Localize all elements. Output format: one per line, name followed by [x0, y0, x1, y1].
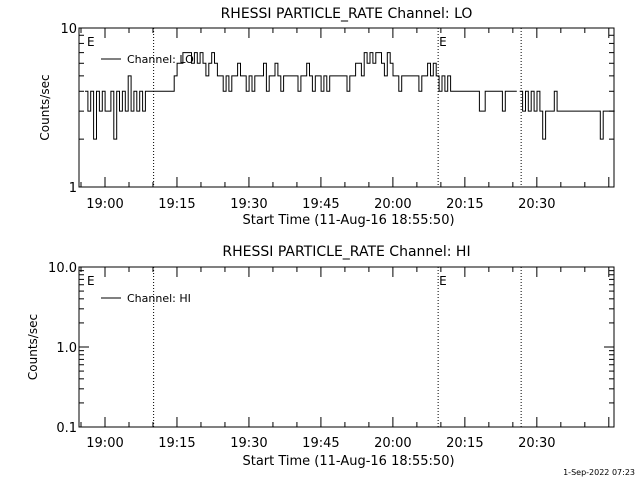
- y-tick-label: 1: [69, 181, 77, 196]
- x-tick-label: 19:00: [86, 436, 123, 451]
- event-marker-label: E: [87, 274, 95, 288]
- y-tick-label: 1.0: [56, 341, 77, 356]
- chart-title: RHESSI PARTICLE_RATE Channel: HI: [222, 244, 470, 260]
- series-line: [519, 90, 615, 140]
- x-tick-label: 20:30: [518, 436, 555, 451]
- event-marker-label: E: [439, 35, 447, 49]
- x-tick-label: 20:15: [446, 197, 483, 212]
- series-line: [85, 52, 517, 140]
- x-tick-label: 19:45: [302, 436, 339, 451]
- legend-label: Channel: LO: [127, 53, 194, 66]
- x-tick-label: 20:00: [374, 436, 411, 451]
- x-tick-label: 19:15: [158, 436, 195, 451]
- y-axis-label: Counts/sec: [26, 314, 40, 380]
- event-marker-label: E: [87, 35, 95, 49]
- plot-frame: [78, 27, 615, 188]
- event-marker-label: E: [439, 274, 447, 288]
- x-tick-label: 19:15: [158, 197, 195, 212]
- plot-frame: [78, 266, 615, 428]
- x-tick-label: 20:15: [446, 436, 483, 451]
- y-tick-label: 0.1: [56, 421, 77, 436]
- footer-timestamp: 1-Sep-2022 07:23: [563, 468, 635, 477]
- x-tick-label: 20:00: [374, 197, 411, 212]
- x-tick-label: 19:30: [230, 197, 267, 212]
- y-tick-label: 10: [60, 22, 77, 37]
- x-axis-label: Start Time (11-Aug-16 18:55:50): [242, 213, 454, 228]
- chart-panel-lo: RHESSI PARTICLE_RATE Channel: LO Start Ti…: [38, 6, 615, 228]
- x-tick-label: 19:00: [86, 197, 123, 212]
- x-axis-label: Start Time (11-Aug-16 18:55:50): [242, 454, 454, 469]
- chart-title: RHESSI PARTICLE_RATE Channel: LO: [221, 6, 473, 22]
- y-axis-label: Counts/sec: [38, 74, 52, 140]
- y-tick-label: 10.0: [48, 261, 77, 276]
- chart-panel-hi: RHESSI PARTICLE_RATE Channel: HI Start Ti…: [26, 244, 615, 469]
- x-tick-label: 20:30: [518, 197, 555, 212]
- x-tick-label: 19:30: [230, 436, 267, 451]
- x-tick-label: 19:45: [302, 197, 339, 212]
- legend-label: Channel: HI: [127, 292, 191, 305]
